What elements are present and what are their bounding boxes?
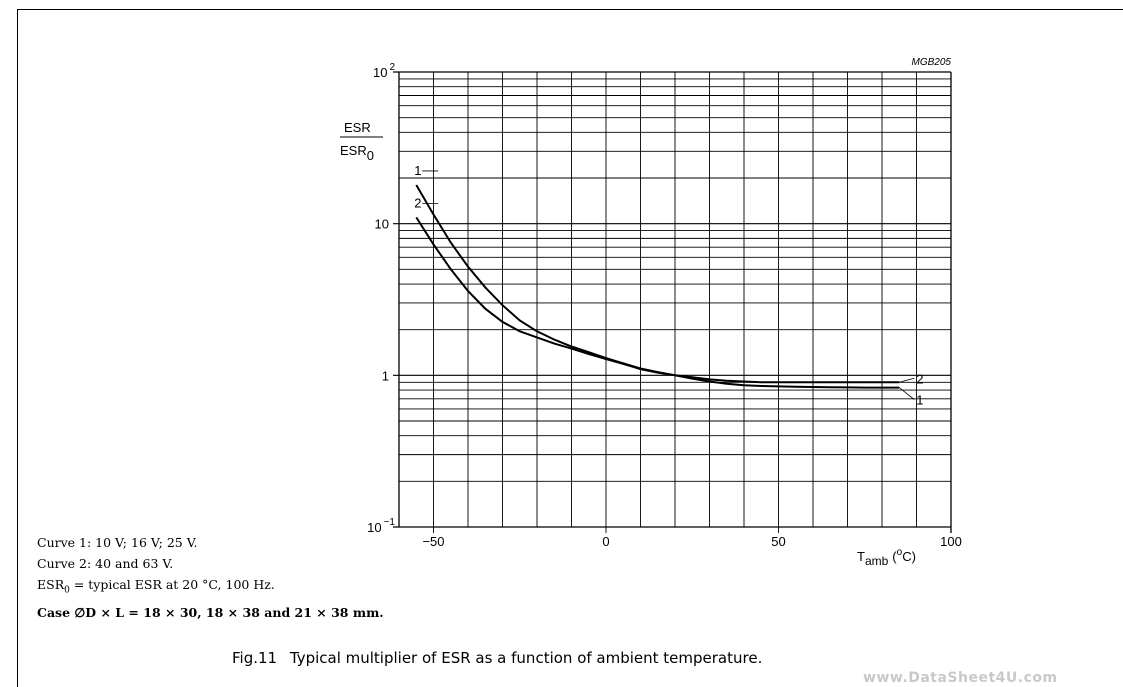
curve-label-leader <box>899 387 915 400</box>
figure-frame <box>17 9 1123 687</box>
x-tick-label: 0 <box>602 534 609 549</box>
curve-label-leader <box>899 377 915 383</box>
note-curve-1: Curve 1: 10 V; 16 V; 25 V. <box>37 535 198 550</box>
figure-number: Fig.11 <box>232 649 278 667</box>
y-tick-label: 10 −1 <box>367 517 395 535</box>
x-tick-label: 100 <box>940 534 962 549</box>
y-axis-label-numerator: ESR <box>344 120 371 135</box>
y-tick-label: 10 <box>375 217 389 232</box>
chart-notes: Curve 1: 10 V; 16 V; 25 V. Curve 2: 40 a… <box>37 532 384 623</box>
series-curve-1 <box>415 184 900 389</box>
y-axis-label-denominator: ESR0 <box>340 143 374 163</box>
watermark-text: www.DataSheet4U.com <box>863 670 1058 686</box>
y-tick-label: 10 2 <box>373 62 395 80</box>
curve-label-left-1: 1 <box>414 163 421 178</box>
x-tick-label: 50 <box>771 534 785 549</box>
x-axis-label: Tamb (oC) <box>857 547 916 568</box>
chart-labels: MGB205 ESR ESR0 Tamb (oC) −50 0 50 100 10 −1 1 1… <box>340 57 962 568</box>
curve-label-right-1: 1 <box>916 393 923 408</box>
series-curve-2 <box>415 216 900 384</box>
chart-grid <box>393 71 952 533</box>
curve-label-left-2: 2 <box>414 195 421 210</box>
curve-label-right-2: 2 <box>916 371 923 386</box>
note-case-dimensions: Case ∅D × L = 18 × 30, 18 × 38 and 21 × … <box>37 604 384 620</box>
x-tick-label: −50 <box>422 534 444 549</box>
figure-caption: Fig.11 Typical multiplier of ESR as a fu… <box>232 649 762 667</box>
chart-series <box>415 184 900 389</box>
chart-id-label: MGB205 <box>912 57 952 68</box>
figure-title: Typical multiplier of ESR as a function … <box>289 649 763 667</box>
note-esr0: ESR0 = typical ESR at 20 °C, 100 Hz. <box>37 577 275 596</box>
y-tick-label: 1 <box>382 368 389 383</box>
note-curve-2: Curve 2: 40 and 63 V. <box>37 556 174 571</box>
